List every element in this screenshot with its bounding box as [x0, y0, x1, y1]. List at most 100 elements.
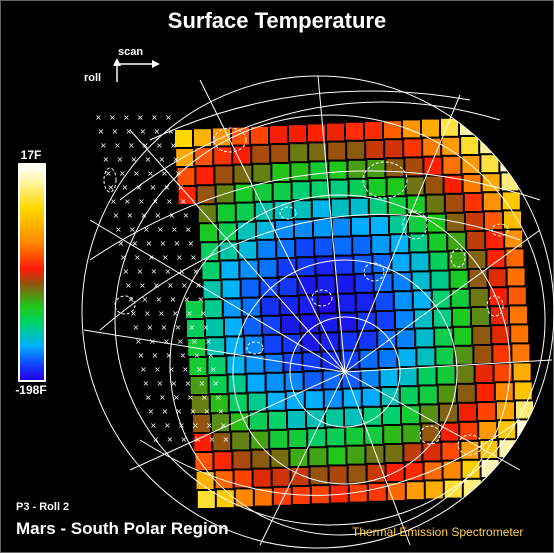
temperature-tile	[436, 347, 454, 365]
temperature-tile	[346, 427, 364, 445]
temperature-tile	[269, 411, 286, 429]
observation-mark: ×	[157, 225, 164, 234]
temperature-tile	[387, 178, 405, 196]
temperature-tile	[330, 180, 348, 198]
observation-mark: ×	[143, 225, 150, 234]
temperature-tile	[443, 461, 461, 479]
observation-mark: ×	[200, 309, 207, 318]
observation-mark: ×	[142, 141, 149, 150]
observation-mark: ×	[175, 323, 182, 332]
temperature-tile	[426, 195, 444, 213]
temperature-tile	[505, 230, 523, 248]
observation-mark: ×	[145, 155, 152, 164]
temperature-tile	[270, 126, 287, 143]
observation-mark: ×	[115, 225, 122, 234]
observation-mark: ×	[131, 155, 138, 164]
temperature-tile	[245, 336, 263, 354]
observation-mark: ×	[130, 309, 137, 318]
observation-mark: ×	[138, 351, 145, 360]
temperature-tile	[191, 396, 209, 413]
temperature-tile	[381, 388, 399, 405]
temperature-tile	[457, 384, 475, 402]
temperature-tile	[467, 232, 485, 249]
observation-mark: ×	[166, 197, 173, 206]
observation-mark: ×	[145, 393, 152, 402]
temperature-tile	[474, 346, 492, 363]
temperature-tile	[253, 164, 271, 182]
temperature-tile	[406, 482, 424, 500]
temperature-tile	[512, 344, 530, 362]
temperature-tile	[437, 366, 455, 384]
temperature-tile	[488, 269, 506, 287]
temperature-tile	[293, 201, 311, 219]
temperature-tile	[176, 149, 194, 166]
temperature-tile	[251, 126, 268, 144]
temperature-tile	[305, 391, 323, 409]
temperature-tile	[368, 483, 386, 501]
temperature-tile	[189, 358, 207, 375]
temperature-tile	[451, 289, 469, 307]
temperature-tile	[388, 197, 406, 215]
temperature-tile	[366, 141, 384, 158]
observation-mark: ×	[170, 141, 177, 150]
observation-mark: ×	[162, 253, 169, 262]
temperature-tile	[326, 409, 343, 427]
observation-mark: ×	[223, 435, 230, 444]
observation-mark: ×	[144, 309, 151, 318]
temperature-tile	[438, 385, 456, 403]
observation-mark: ×	[125, 281, 132, 290]
observation-mark: ×	[178, 183, 185, 192]
temperature-tile	[234, 165, 252, 183]
temperature-tile	[255, 202, 273, 220]
temperature-tile	[385, 140, 403, 158]
temperature-tile	[282, 316, 299, 333]
temperature-tile	[406, 177, 424, 195]
temperature-tile	[384, 426, 402, 443]
observation-mark: ×	[135, 337, 142, 346]
temperature-tile	[360, 350, 378, 368]
temperature-tile	[342, 370, 360, 388]
temperature-tile	[263, 316, 280, 334]
temperature-tile	[327, 428, 345, 446]
temperature-tile	[240, 260, 258, 278]
temperature-tile	[250, 412, 267, 430]
observation-mark: ×	[138, 197, 145, 206]
temperature-tile	[197, 491, 215, 508]
observation-mark: ×	[150, 183, 157, 192]
observation-mark: ×	[189, 323, 196, 332]
temperature-tile	[372, 236, 390, 253]
temperature-tile	[200, 224, 217, 242]
colorbar-min-label: -198F	[15, 383, 47, 397]
temperature-tile	[196, 472, 214, 489]
observation-marks: × × × × × × × × × × × × × × × × × × × × × × × × × × × × × × × × × × × × × × × ×…	[95, 113, 229, 444]
observation-mark: ×	[139, 281, 146, 290]
observation-mark: ×	[181, 281, 188, 290]
temperature-tile	[273, 183, 291, 200]
temperature-tile	[394, 292, 412, 310]
lat-lon-grid	[81, 75, 554, 549]
temperature-tile	[497, 402, 514, 420]
temperature-tile	[378, 331, 396, 348]
observation-mark: ×	[98, 127, 105, 136]
temperature-tile	[254, 488, 272, 506]
temperature-tile	[276, 221, 293, 238]
temperature-tile	[493, 345, 511, 363]
observation-mark: ×	[156, 295, 163, 304]
temperature-tile	[432, 290, 450, 308]
temperature-tile	[308, 429, 326, 447]
temperature-tile	[442, 442, 460, 460]
observation-mark: ×	[137, 113, 144, 122]
observation-mark: ×	[140, 127, 147, 136]
temperature-tile	[511, 325, 529, 343]
temperature-tile	[340, 332, 358, 350]
temperature-tile	[310, 162, 328, 180]
temperature-tile	[333, 218, 350, 236]
observation-mark: ×	[134, 253, 141, 262]
temperature-tile	[187, 320, 204, 337]
temperature-tile	[516, 401, 533, 419]
temperature-tile	[411, 253, 429, 271]
temperature-tile	[346, 122, 363, 140]
observation-mark: ×	[187, 393, 194, 402]
observation-mark: ×	[108, 183, 115, 192]
temperature-tile	[317, 276, 335, 294]
